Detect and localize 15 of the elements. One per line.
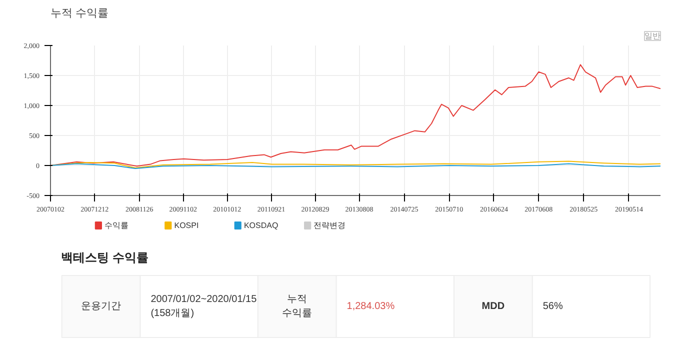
text: 백테스팅 수익률 [60, 250, 148, 264]
text: 56% [542, 301, 563, 312]
legend-label: 전략변경 [314, 221, 346, 230]
line-series [50, 160, 660, 168]
text: MDD [482, 301, 505, 312]
legend-label: KOSDAQ [244, 221, 278, 230]
text: 일반 [644, 32, 660, 40]
line-series [50, 64, 660, 167]
text: 1,284.03% [346, 301, 395, 312]
chart-title: 누적 수익률 [50, 8, 109, 20]
text: 누적 수익률 [282, 294, 312, 319]
legend-label: 수익률 [104, 221, 129, 230]
text: 2007/01/02~2020/01/15 (158개월) [150, 294, 258, 319]
legend-label: KOSPI [174, 221, 199, 230]
text: 운용기간 [81, 301, 122, 312]
